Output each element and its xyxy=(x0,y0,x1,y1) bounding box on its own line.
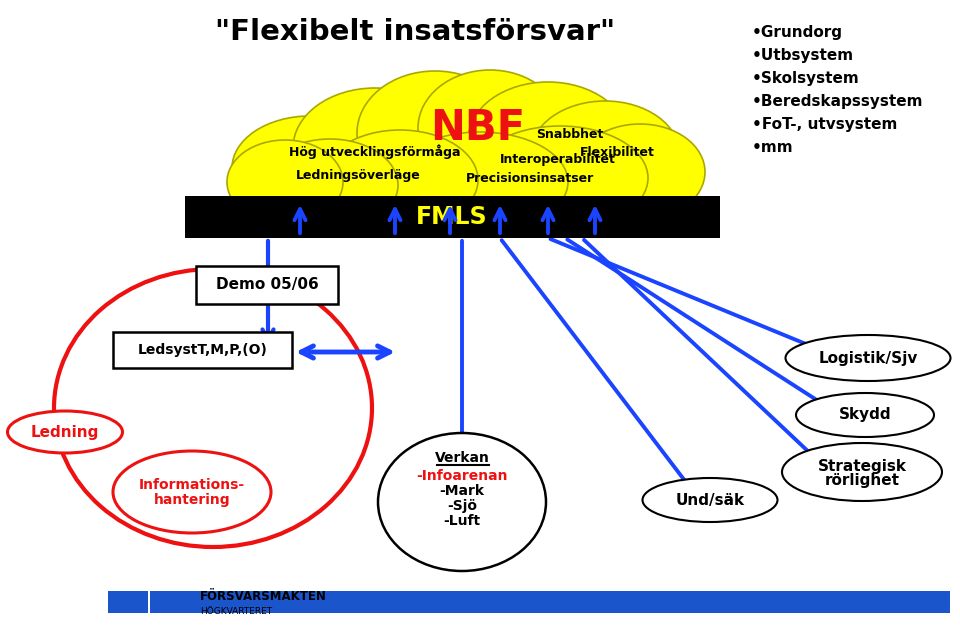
Text: hantering: hantering xyxy=(154,493,230,507)
Ellipse shape xyxy=(227,140,343,224)
Ellipse shape xyxy=(418,70,562,186)
Text: •Beredskapssystem: •Beredskapssystem xyxy=(752,94,924,109)
Text: -Luft: -Luft xyxy=(444,514,481,528)
Ellipse shape xyxy=(378,433,546,571)
FancyBboxPatch shape xyxy=(196,266,338,304)
Text: -Infoarenan: -Infoarenan xyxy=(417,469,508,483)
Text: FÖRSVARSMAKTEN: FÖRSVARSMAKTEN xyxy=(200,591,326,603)
Text: "Flexibelt insatsförsvar": "Flexibelt insatsförsvar" xyxy=(215,18,615,46)
Ellipse shape xyxy=(785,335,950,381)
Bar xyxy=(185,196,720,238)
Text: Und/säk: Und/säk xyxy=(676,492,745,508)
Text: Ledningsöverläge: Ledningsöverläge xyxy=(296,168,420,182)
Text: HÖGKVARTERET: HÖGKVARTERET xyxy=(200,606,272,615)
Text: Flexibilitet: Flexibilitet xyxy=(580,146,655,158)
Text: Verkan: Verkan xyxy=(435,451,490,465)
Ellipse shape xyxy=(782,443,942,501)
Ellipse shape xyxy=(262,139,398,231)
Ellipse shape xyxy=(468,82,628,198)
Text: NBF: NBF xyxy=(430,107,525,149)
Text: Strategisk: Strategisk xyxy=(818,458,906,473)
Ellipse shape xyxy=(357,71,513,195)
Text: Ledning: Ledning xyxy=(31,425,99,439)
Ellipse shape xyxy=(575,124,705,220)
Text: Logistik/Sjv: Logistik/Sjv xyxy=(818,351,918,365)
Text: -Mark: -Mark xyxy=(440,484,485,498)
Text: Skydd: Skydd xyxy=(839,408,891,422)
Ellipse shape xyxy=(796,393,934,437)
Text: Hög utvecklingsförmåga: Hög utvecklingsförmåga xyxy=(289,145,461,160)
Text: •Grundorg: •Grundorg xyxy=(752,25,843,40)
Ellipse shape xyxy=(392,132,568,232)
FancyBboxPatch shape xyxy=(113,332,292,368)
Text: •Utbsystem: •Utbsystem xyxy=(752,48,854,63)
Ellipse shape xyxy=(472,126,648,230)
Text: rörlighet: rörlighet xyxy=(825,473,900,489)
Text: •Skolsystem: •Skolsystem xyxy=(752,71,860,86)
Text: -Sjö: -Sjö xyxy=(447,499,477,513)
Ellipse shape xyxy=(232,116,388,220)
Text: Snabbhet: Snabbhet xyxy=(537,128,604,142)
Ellipse shape xyxy=(293,88,457,208)
Ellipse shape xyxy=(113,451,271,533)
Ellipse shape xyxy=(530,101,680,209)
Ellipse shape xyxy=(8,411,123,453)
Ellipse shape xyxy=(642,478,778,522)
Text: •mm: •mm xyxy=(752,140,794,155)
Ellipse shape xyxy=(322,130,478,230)
Text: Precisionsinsatser: Precisionsinsatser xyxy=(466,172,594,184)
Text: Informations-: Informations- xyxy=(139,478,245,492)
Text: •FoT-, utvsystem: •FoT-, utvsystem xyxy=(752,117,898,132)
Bar xyxy=(108,591,148,613)
Text: LedsystT,M,P,(O): LedsystT,M,P,(O) xyxy=(138,343,268,357)
Text: Demo 05/06: Demo 05/06 xyxy=(216,277,319,292)
Text: Interoperabilitet: Interoperabilitet xyxy=(500,153,616,166)
Text: FMLS: FMLS xyxy=(417,205,488,229)
Bar xyxy=(150,591,950,613)
